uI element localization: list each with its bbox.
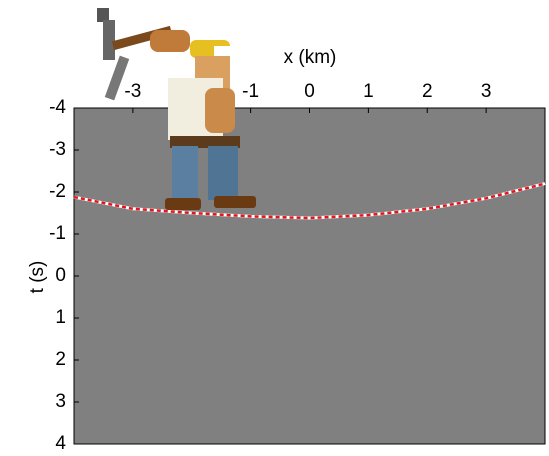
y-tick-label: -3: [49, 139, 66, 160]
arm: [205, 88, 235, 133]
x-tick-label: 1: [363, 81, 374, 102]
plot-frame: [73, 107, 546, 445]
jeans: [172, 146, 198, 200]
belt: [170, 136, 240, 148]
jeans: [208, 146, 238, 200]
x-tick-label: -3: [124, 81, 141, 102]
y-tick-label: 3: [55, 391, 66, 412]
y-tick-label: 4: [55, 433, 66, 451]
arm: [150, 30, 190, 52]
boot: [214, 196, 256, 208]
pickaxe-head: [104, 55, 130, 101]
x-tick-label: 2: [422, 81, 433, 102]
pickaxe-head: [103, 20, 115, 60]
y-tick-label: -1: [49, 223, 66, 244]
boot: [165, 198, 201, 210]
plot-area: [73, 107, 546, 445]
miner-sprite: [97, 8, 256, 210]
pickaxe-head: [97, 8, 109, 22]
y-axis-label: t (s): [27, 261, 48, 294]
y-tick-label: -4: [49, 97, 66, 118]
y-tick-label: 2: [55, 349, 66, 370]
image-background: [74, 108, 545, 444]
y-tick-label: 0: [55, 265, 66, 286]
x-tick-label: -1: [242, 81, 259, 102]
x-axis-label: x (km): [284, 47, 337, 68]
y-tick-label: 1: [55, 307, 66, 328]
x-tick-label: 3: [481, 81, 492, 102]
picked-curve: [73, 182, 546, 220]
x-tick-label: 0: [304, 81, 315, 102]
y-tick-label: -2: [49, 181, 66, 202]
lamp: [214, 46, 230, 56]
